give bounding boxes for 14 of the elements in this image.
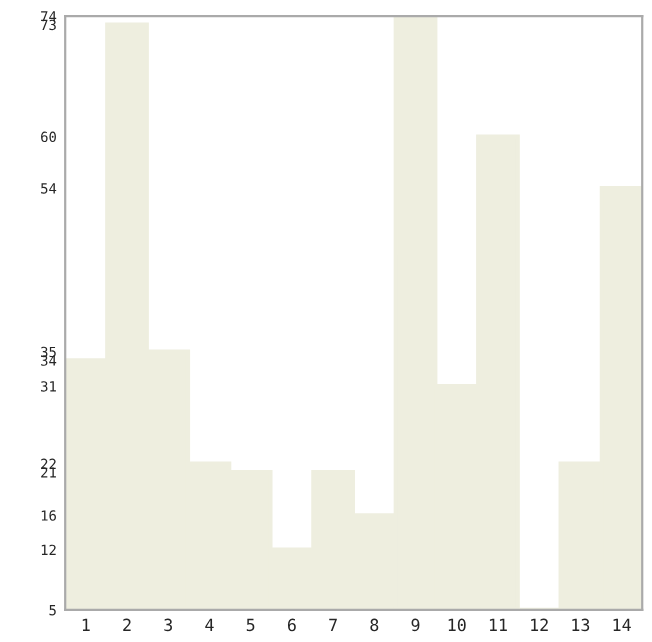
x-tick-label: 7 <box>329 618 337 631</box>
x-tick-label: 1 <box>82 618 90 631</box>
x-tick-label: 3 <box>164 618 172 632</box>
x-tick-label: 10 <box>448 618 466 632</box>
x-tick-label: 9 <box>411 618 420 632</box>
x-tick-label: 11 <box>489 618 507 631</box>
x-tick-label: 13 <box>572 618 590 632</box>
x-tick-label: 12 <box>531 618 548 631</box>
x-tick-label: 5 <box>246 618 255 632</box>
x-tick-label: 14 <box>613 618 631 631</box>
x-tick-label: 2 <box>123 618 131 631</box>
x-tick-label: 4 <box>205 618 214 631</box>
x-tick-label: 6 <box>287 618 296 632</box>
x-tick-label: 8 <box>370 618 379 632</box>
